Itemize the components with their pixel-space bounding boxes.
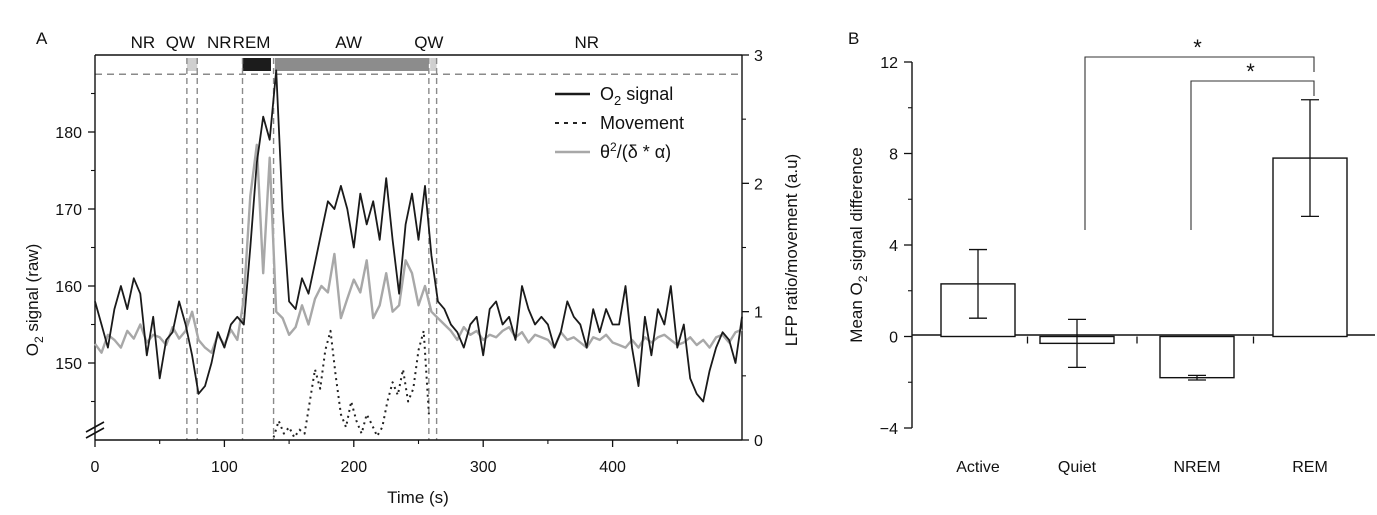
axis-break xyxy=(85,421,105,439)
bars xyxy=(940,99,1348,381)
bar-category-label: NREM xyxy=(1173,459,1220,476)
y-ticks-right: 0 1 2 3 xyxy=(742,48,763,450)
bar-y-tick-label: −4 xyxy=(880,421,898,438)
x-tick-label: 300 xyxy=(470,459,497,476)
legend-label-movement: Movement xyxy=(600,113,684,133)
bar-y-tick-label: 12 xyxy=(880,55,898,72)
y-ticks-left: 150 160 170 180 xyxy=(55,92,95,403)
y2-tick-label: 2 xyxy=(754,176,763,193)
state-label-nr-0: NR xyxy=(131,33,156,52)
bar-y-axis-label: Mean O2 signal difference xyxy=(847,147,870,342)
x-tick-label: 400 xyxy=(599,459,626,476)
state-label-nr-2: NR xyxy=(207,33,232,52)
x-tick-label: 100 xyxy=(211,459,238,476)
bar-category-label: Quiet xyxy=(1058,459,1097,476)
panel-a-label: A xyxy=(36,29,48,48)
significance-star: * xyxy=(1246,59,1255,84)
significance-bracket-1 xyxy=(1190,80,1315,230)
state-label-rem-3: REM xyxy=(233,33,271,52)
x-axis-label: Time (s) xyxy=(387,488,449,507)
series-o2-signal xyxy=(94,69,743,403)
bar-y-tick-label: 4 xyxy=(889,238,898,255)
panel-a: A NR QW NR REM AW QW NR 0 100 200 300 400 15016017… xyxy=(23,29,801,507)
x-tick-label: 200 xyxy=(340,459,367,476)
series-lfp-ratio xyxy=(94,143,743,354)
state-labels: NR QW NR REM AW QW NR xyxy=(131,33,599,52)
state-band-aw-2 xyxy=(274,58,429,71)
legend-label-o2: O2 signal xyxy=(600,84,673,108)
state-label-qw-5: QW xyxy=(414,33,443,52)
x-ticks: 0 100 200 300 400 xyxy=(91,440,678,476)
state-label-qw-1: QW xyxy=(166,33,195,52)
state-bands xyxy=(186,58,437,71)
y2-tick-label: 3 xyxy=(754,48,763,65)
state-band-qw-0 xyxy=(186,58,198,71)
bar-y-tick-label: 0 xyxy=(889,330,898,347)
bar-y-tick-label: 8 xyxy=(889,147,898,164)
significance-bracket-0 xyxy=(1084,56,1315,230)
legend-label-lfp: θ2/(δ * α) xyxy=(600,140,671,162)
significance-star: * xyxy=(1193,35,1202,60)
y2-tick-label: 0 xyxy=(754,433,763,450)
bar-categories: Active Quiet NREM REM xyxy=(956,459,1328,476)
series-movement xyxy=(272,329,430,439)
y-tick-label: 180 xyxy=(55,125,82,142)
panel-b-label: B xyxy=(848,29,859,48)
y2-tick-label: 1 xyxy=(754,305,763,322)
bar-category-label: Active xyxy=(956,459,1000,476)
bar-y-ticks: −4 0 4 8 12 xyxy=(880,55,912,438)
state-band-rem-1 xyxy=(242,58,271,71)
state-label-nr-6: NR xyxy=(574,33,599,52)
y-axis-label-left: O2 signal (raw) xyxy=(23,244,46,357)
y-tick-label: 150 xyxy=(55,356,82,373)
legend: O2 signal Movement θ2/(δ * α) xyxy=(555,84,684,162)
y-tick-label: 170 xyxy=(55,202,82,219)
state-label-aw-4: AW xyxy=(335,33,362,52)
significance-brackets: ** xyxy=(1084,35,1315,230)
x-tick-label: 0 xyxy=(91,459,100,476)
series-layer xyxy=(94,69,743,439)
y-axis-label-right: LFP ratio/movement (a.u) xyxy=(782,154,801,346)
bar-category-label: REM xyxy=(1292,459,1328,476)
bar-nrem xyxy=(1159,335,1235,379)
state-band-qw-3 xyxy=(430,58,437,71)
y-tick-label: 160 xyxy=(55,279,82,296)
